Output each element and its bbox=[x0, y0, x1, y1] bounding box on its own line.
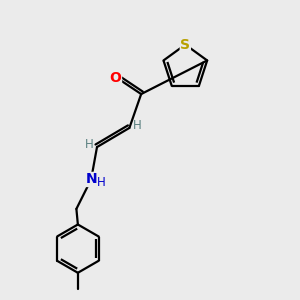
Text: H: H bbox=[132, 119, 141, 132]
Text: H: H bbox=[97, 176, 106, 190]
Text: N: N bbox=[85, 172, 97, 186]
Text: S: S bbox=[180, 38, 190, 52]
Text: O: O bbox=[110, 71, 122, 85]
Text: H: H bbox=[85, 138, 94, 151]
